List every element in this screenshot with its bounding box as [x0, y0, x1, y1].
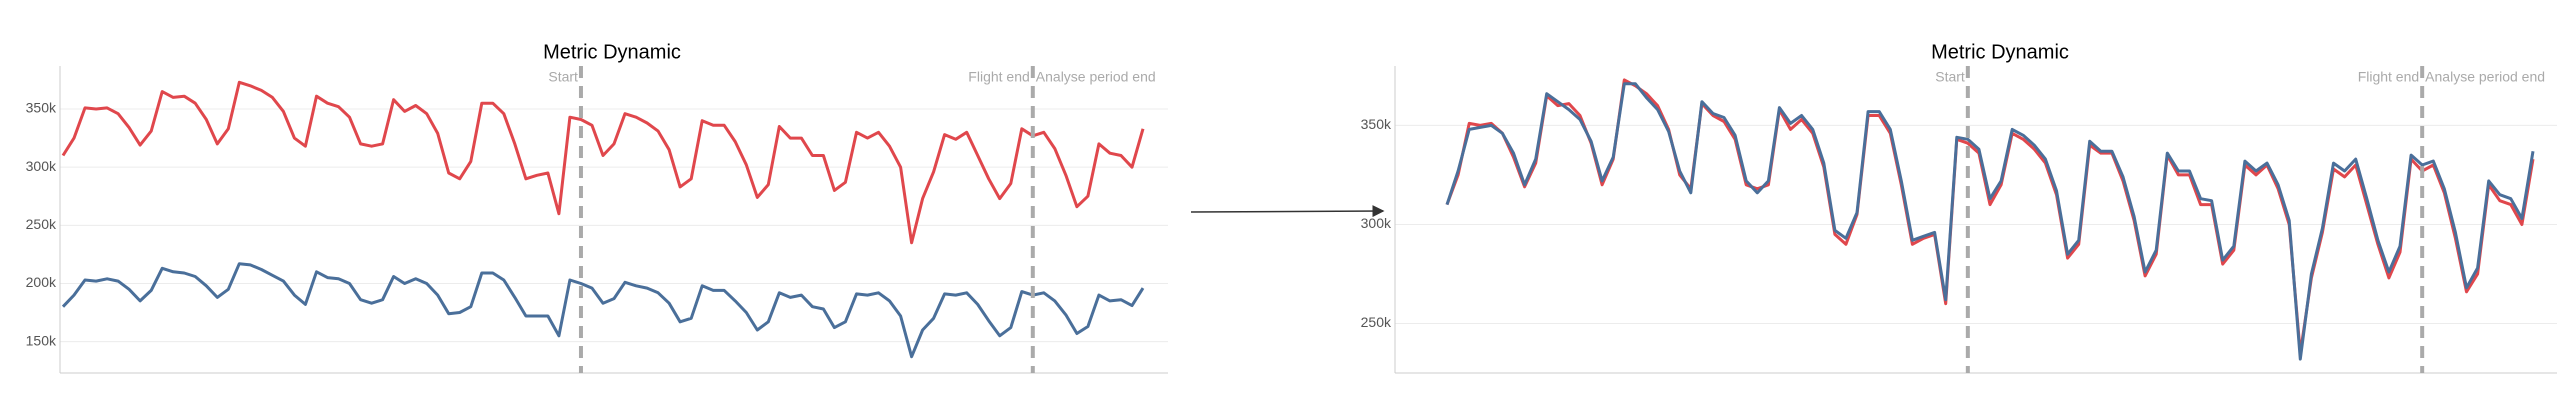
y-tick-label: 350k	[1361, 116, 1392, 132]
event-label: Analyse period end	[2425, 69, 2545, 85]
y-tick-label: 300k	[26, 158, 57, 174]
y-tick-label: 300k	[1361, 215, 1392, 231]
y-tick-label: 150k	[26, 332, 57, 348]
event-label: Start	[1935, 69, 1965, 85]
event-label: Analyse period end	[1036, 69, 1156, 85]
arrow	[1190, 205, 1385, 218]
series-line	[61, 262, 1145, 359]
series-line	[61, 80, 1145, 245]
y-tick-label: 350k	[26, 100, 57, 116]
event-label: Flight end	[2358, 69, 2419, 85]
series-line	[1445, 78, 2535, 355]
event-label: Start	[548, 69, 578, 85]
y-tick-label: 250k	[26, 216, 57, 232]
series-line	[1445, 82, 2535, 361]
y-tick-label: 200k	[26, 274, 57, 290]
chart-title: Metric Dynamic	[543, 41, 681, 63]
event-label: Flight end	[968, 69, 1029, 85]
chart-title: Metric Dynamic	[1931, 41, 2069, 63]
y-tick-label: 250k	[1361, 314, 1392, 330]
